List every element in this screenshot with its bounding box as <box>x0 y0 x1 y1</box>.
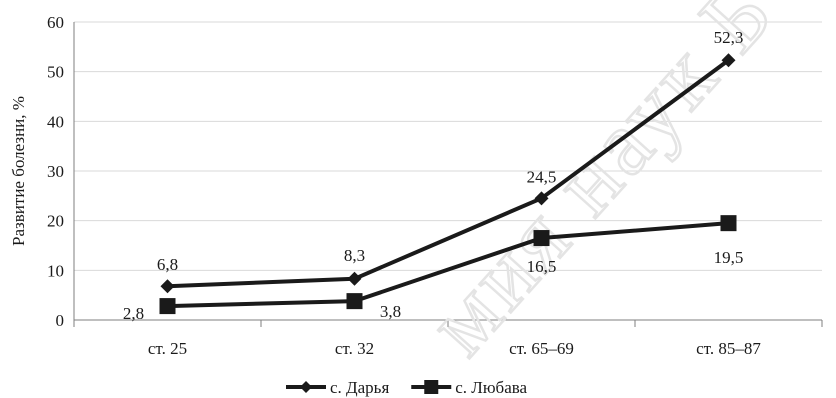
diamond-marker <box>347 271 362 286</box>
diamond-marker <box>534 191 549 206</box>
data-label: 3,8 <box>380 302 401 321</box>
y-tick-label: 10 <box>47 261 64 280</box>
square-marker <box>533 230 550 247</box>
square-marker <box>346 293 363 310</box>
y-tick-label: 20 <box>47 212 64 231</box>
gridlines <box>74 21 822 271</box>
x-tick-label: ст. 32 <box>335 339 374 358</box>
series-layer <box>159 53 737 315</box>
legend-diamond-icon <box>300 381 312 393</box>
legend-label: с. Любава <box>455 378 527 397</box>
y-tick-label: 60 <box>47 13 64 32</box>
y-tick-label: 30 <box>47 162 64 181</box>
data-label: 52,3 <box>714 28 744 47</box>
x-tick-label: ст. 25 <box>148 339 187 358</box>
data-labels: 6,8 8,3 24,5 52,3 2,8 3,8 16,5 19,5 <box>123 28 744 323</box>
legend: с. Дарья с. Любава <box>286 378 528 397</box>
watermark: мия наук Б <box>407 0 794 373</box>
data-label: 8,3 <box>344 246 365 265</box>
y-axis-label: Развитие болезни, % <box>9 96 28 246</box>
legend-square-icon <box>424 380 439 394</box>
data-label: 6,8 <box>157 255 178 274</box>
series-line-1 <box>167 58 730 289</box>
diamond-marker <box>721 53 736 68</box>
data-label: 24,5 <box>527 167 557 186</box>
y-tick-label: 40 <box>47 112 64 131</box>
y-tick-label: 0 <box>56 311 65 330</box>
data-label: 16,5 <box>527 257 557 276</box>
square-marker <box>159 298 176 315</box>
x-tick-label: ст. 85–87 <box>696 339 761 358</box>
data-label: 19,5 <box>714 248 744 267</box>
series-line-2 <box>167 221 729 309</box>
axes: 0 10 20 30 40 50 60 ст. 25 ст. 32 ст. 65–69 ст. 85… <box>47 13 823 358</box>
y-tick-label: 50 <box>47 63 64 82</box>
square-marker <box>720 215 737 232</box>
data-label: 2,8 <box>123 304 144 323</box>
diamond-marker <box>160 279 175 294</box>
legend-label: с. Дарья <box>330 378 389 397</box>
x-tick-label: ст. 65–69 <box>509 339 574 358</box>
